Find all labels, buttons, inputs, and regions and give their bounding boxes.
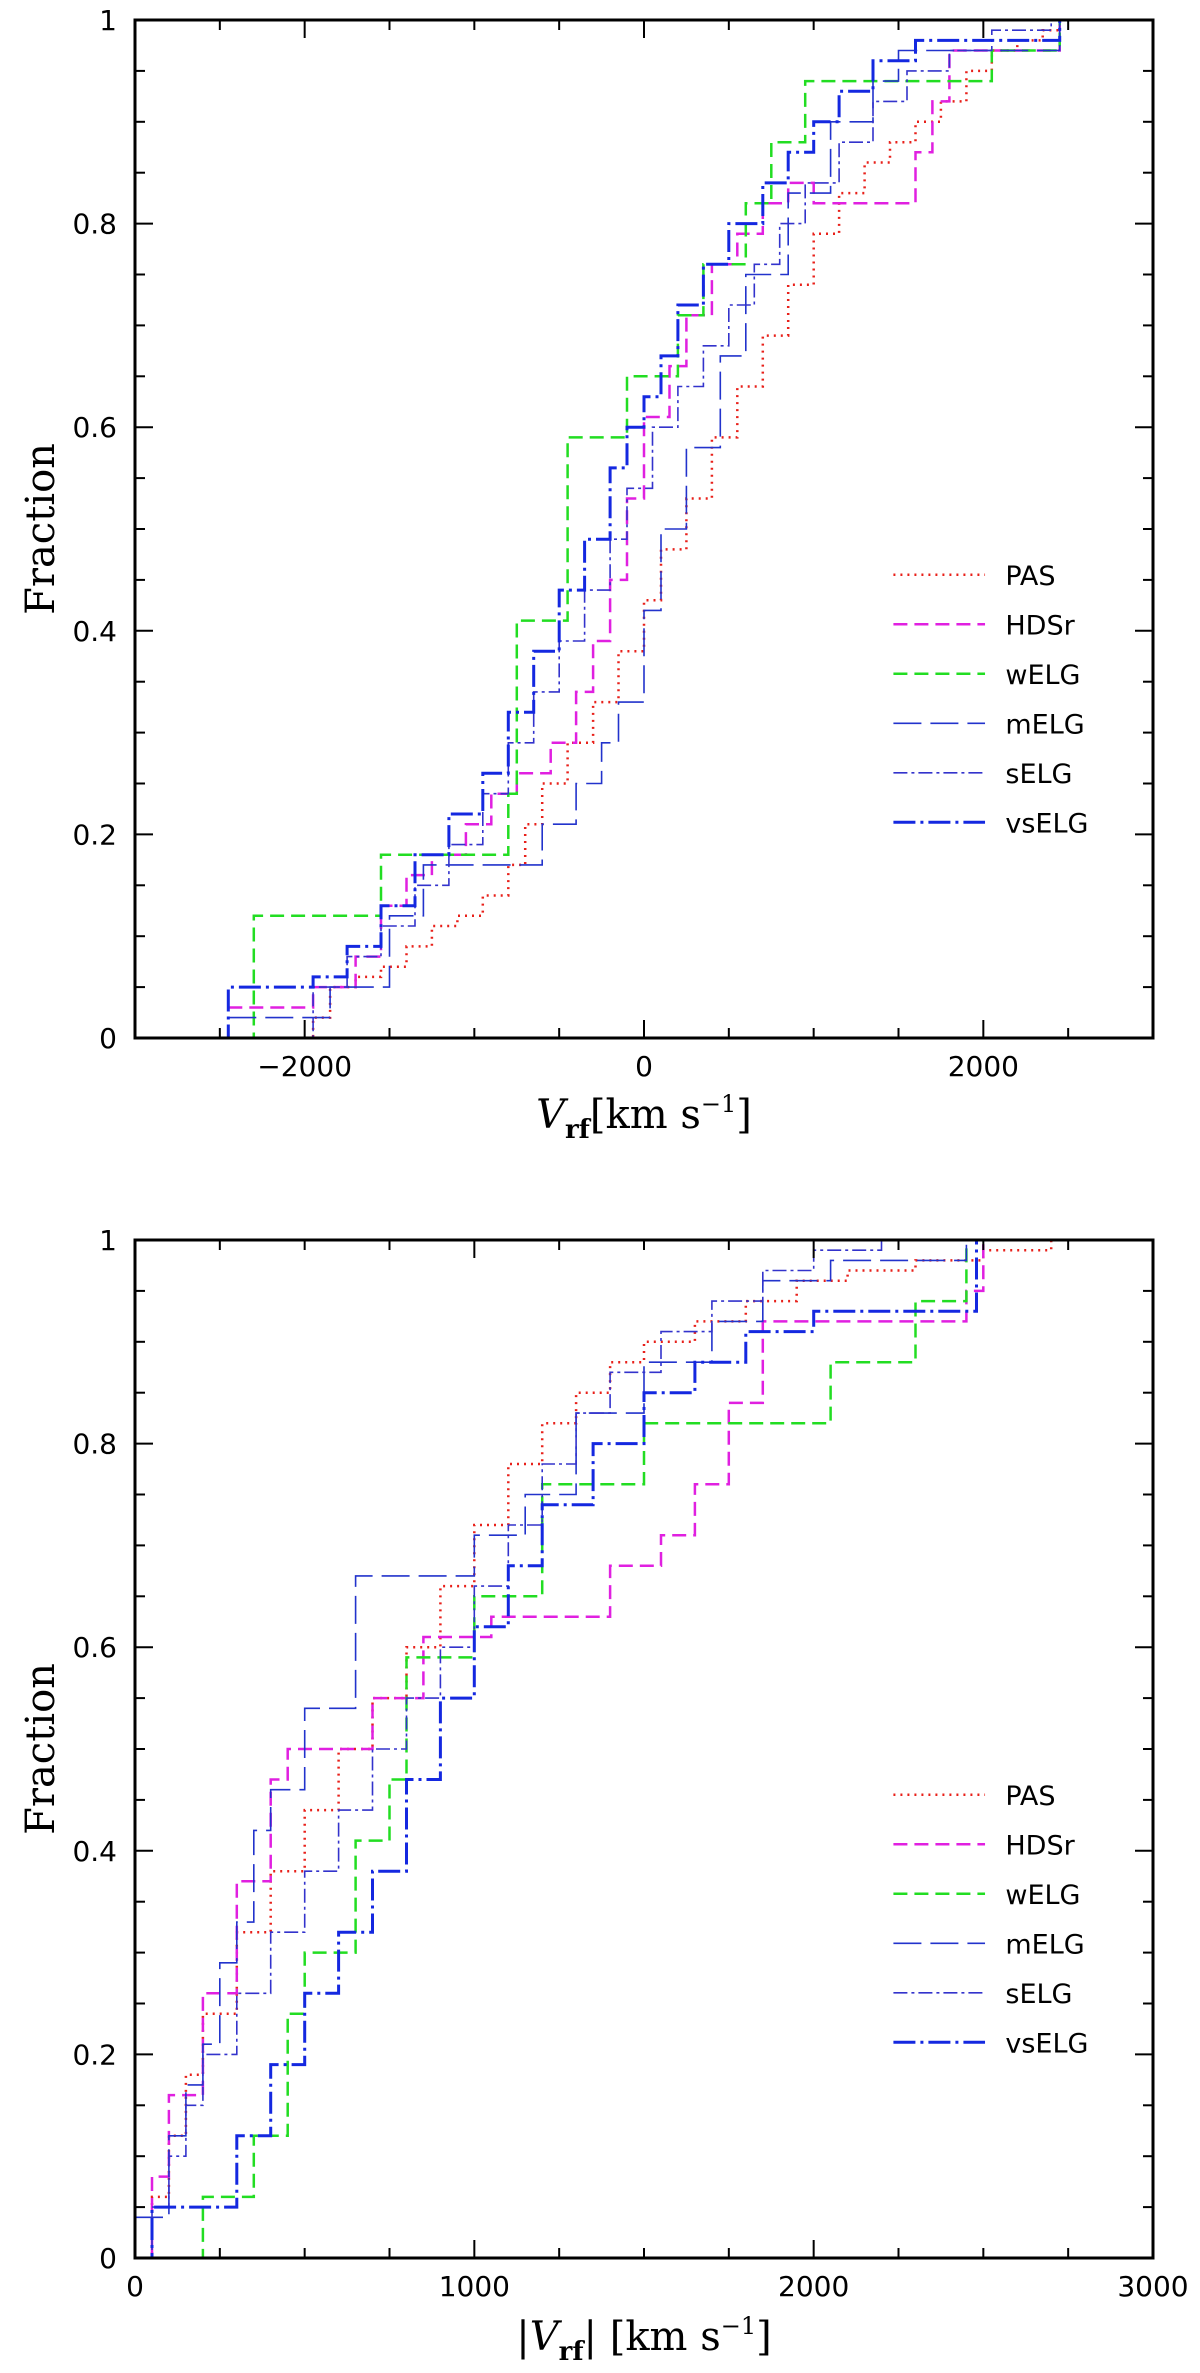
y-tick-label: 0.4 [72, 615, 117, 648]
y-axis-label: Fraction [18, 1663, 64, 1835]
x-axis-label-close: ] [736, 1092, 752, 1138]
legend-label-selg: sELG [1005, 759, 1072, 790]
series-line-selg [135, 1240, 883, 2258]
x-axis-label: |Vrf| [km s−1] [516, 2312, 771, 2367]
y-tick-label: 1 [99, 1224, 117, 1257]
y-tick-label: 0.6 [72, 411, 117, 444]
y-axis-label: Fraction [18, 443, 64, 615]
y-tick-label: 0.6 [72, 1631, 117, 1664]
legend-label-vselg: vsELG [1005, 2028, 1088, 2059]
x-tick-label: 2000 [948, 1050, 1019, 1083]
y-tick-label: 0.4 [72, 1835, 117, 1868]
y-tick-label: 0 [99, 2242, 117, 2275]
x-axis-label-main: |V [516, 2314, 562, 2360]
series-line-vselg [135, 1240, 978, 2258]
x-axis-label-close: ] [756, 2314, 772, 2360]
legend-label-pas: PAS [1005, 1781, 1055, 1812]
legend-label-vselg: vsELG [1005, 808, 1088, 839]
series-line-selg [219, 20, 1052, 1038]
y-tick-label: 1 [99, 4, 117, 37]
x-axis-label-sub: rf [565, 1115, 592, 1145]
x-tick-label: −2000 [257, 1050, 352, 1083]
chart-panel-2: 0 1000 2000 3000 0 0.2 0.4 0.6 0.8 1 Fraction |Vrf|… [18, 1224, 1189, 2367]
legend-label-melg: mELG [1005, 1929, 1084, 1960]
chart-panel-1: −2000 0 2000 0 0.2 0.4 0.6 0.8 1 Fraction Vrf[km s… [18, 4, 1155, 1145]
legend-label-hdsr: HDSr [1005, 1830, 1075, 1861]
y-tick-label: 0.2 [72, 818, 117, 851]
legend: PAS HDSr wELG mELG sELG vsELG [893, 561, 1088, 839]
x-tick-label: 2000 [778, 2270, 849, 2303]
y-tick-label: 0.2 [72, 2038, 117, 2071]
y-tick-label: 0.8 [72, 208, 117, 241]
x-axis-label-main: V [536, 1092, 569, 1138]
x-tick-label: 1000 [439, 2270, 510, 2303]
x-axis-label: Vrf[km s−1] [536, 1090, 752, 1145]
x-axis-label-sup: −1 [721, 2312, 756, 2340]
series-group [135, 1240, 1053, 2258]
series-line-melg [135, 1240, 968, 2219]
x-axis-label-unit: [km s [590, 1092, 701, 1138]
series-line-vselg [219, 20, 1062, 1038]
x-axis-label-unit: | [km s [584, 2314, 721, 2360]
x-tick-label: 3000 [1117, 2270, 1188, 2303]
series-group [219, 20, 1062, 1038]
y-tick-label: 0 [99, 1022, 117, 1055]
y-tick-label: 0.8 [72, 1428, 117, 1461]
legend-label-hdsr: HDSr [1005, 610, 1075, 641]
legend-label-welg: wELG [1005, 660, 1080, 691]
legend-label-selg: sELG [1005, 1979, 1072, 2010]
legend-label-welg: wELG [1005, 1880, 1080, 1911]
x-axis-label-sub: rf [559, 2337, 586, 2367]
legend-label-melg: mELG [1005, 709, 1084, 740]
x-tick-label: 0 [635, 1050, 653, 1083]
x-axis-label-sup: −1 [701, 1090, 736, 1118]
legend-label-pas: PAS [1005, 561, 1055, 592]
x-tick-label: 0 [126, 2270, 144, 2303]
legend: PAS HDSr wELG mELG sELG vsELG [893, 1781, 1088, 2059]
